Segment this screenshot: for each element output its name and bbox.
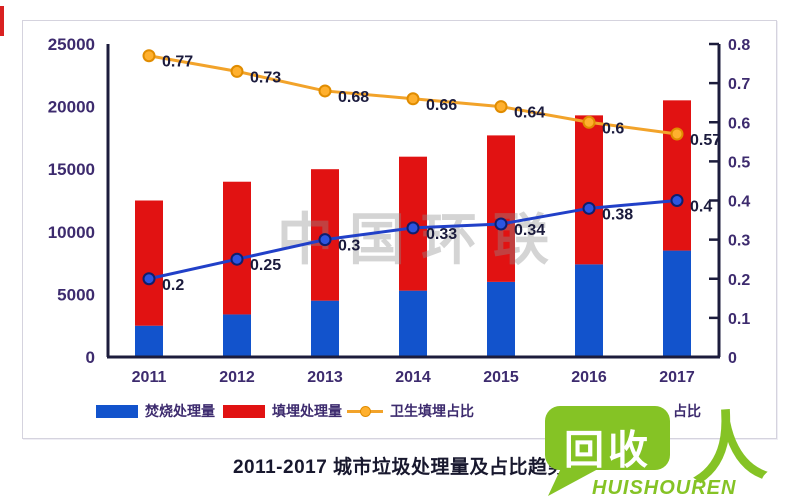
legend-label: 填埋处理量 <box>272 403 342 419</box>
svg-text:0.73: 0.73 <box>250 69 281 86</box>
svg-text:0.6: 0.6 <box>728 115 750 132</box>
chart-caption: 2011-2017 城市垃圾处理量及占比趋势 <box>232 457 568 478</box>
logo-subtext: HUISHOUREN <box>592 477 736 499</box>
legend-item-landfill-volume: 填埋处理量 <box>223 402 342 420</box>
logo-person-glyph: 人 <box>687 403 769 493</box>
svg-text:0.33: 0.33 <box>426 226 457 243</box>
chart-legend: 焚烧处理量 填埋处理量 卫生填埋占比 占比 <box>23 402 776 424</box>
svg-text:0.68: 0.68 <box>338 89 369 106</box>
svg-text:0.6: 0.6 <box>602 120 624 137</box>
svg-text:0.25: 0.25 <box>250 257 281 274</box>
svg-text:2013: 2013 <box>307 369 343 386</box>
svg-text:5000: 5000 <box>57 285 95 304</box>
svg-text:2014: 2014 <box>395 369 431 386</box>
chart-canvas: 中国环联050001000015000200002500000.10.20.30… <box>48 35 751 386</box>
svg-text:0.8: 0.8 <box>728 37 750 54</box>
svg-text:0.3: 0.3 <box>728 233 750 250</box>
chart-panel: 中国环联 0 5000 10000 15000 20000 25000 0 0.1 0.2 0.3 0… <box>22 20 777 439</box>
svg-text:0.7: 0.7 <box>728 76 750 93</box>
svg-text:0.4: 0.4 <box>728 194 750 211</box>
svg-text:0: 0 <box>86 348 95 367</box>
legend-label: 卫生填埋占比 <box>390 403 474 419</box>
legend-item-sanitary-landfill-ratio: 卫生填埋占比 <box>347 402 474 420</box>
svg-text:2016: 2016 <box>571 369 607 386</box>
svg-text:2015: 2015 <box>483 369 519 386</box>
svg-text:0: 0 <box>728 350 737 367</box>
svg-text:2011: 2011 <box>132 369 167 386</box>
legend-item-incineration-volume: 焚烧处理量 <box>96 402 215 420</box>
left-edge-accent <box>0 6 4 36</box>
svg-text:25000: 25000 <box>48 35 95 54</box>
blue-bar-swatch-icon <box>96 404 138 418</box>
svg-text:0.57: 0.57 <box>690 132 721 149</box>
svg-text:0.2: 0.2 <box>162 277 184 294</box>
svg-text:0.38: 0.38 <box>602 206 633 223</box>
svg-text:0.3: 0.3 <box>338 238 360 255</box>
svg-text:2012: 2012 <box>219 369 255 386</box>
svg-text:15000: 15000 <box>48 160 95 179</box>
logo-bubble-text: 回收 <box>564 429 652 473</box>
svg-text:20000: 20000 <box>48 98 95 117</box>
svg-text:10000: 10000 <box>48 223 95 242</box>
svg-text:0.4: 0.4 <box>690 199 712 216</box>
svg-text:0.1: 0.1 <box>728 311 750 328</box>
svg-text:0.64: 0.64 <box>514 105 545 122</box>
legend-item-partially-hidden: 占比 <box>673 402 701 420</box>
svg-text:2017: 2017 <box>659 369 695 386</box>
svg-text:0.2: 0.2 <box>728 272 750 289</box>
orange-line-marker-icon <box>347 405 383 418</box>
logo-speech-bubble <box>545 406 670 470</box>
red-bar-swatch-icon <box>223 404 265 418</box>
svg-text:0.77: 0.77 <box>162 54 193 71</box>
svg-text:0.66: 0.66 <box>426 97 457 114</box>
legend-label: 焚烧处理量 <box>145 403 215 419</box>
legend-label: 占比 <box>673 403 701 419</box>
svg-text:0.34: 0.34 <box>514 222 545 239</box>
huishouren-logo: 回收 人 HUISHOUREN <box>545 403 769 499</box>
logo-bubble-tail <box>548 466 598 496</box>
svg-text:0.5: 0.5 <box>728 154 750 171</box>
